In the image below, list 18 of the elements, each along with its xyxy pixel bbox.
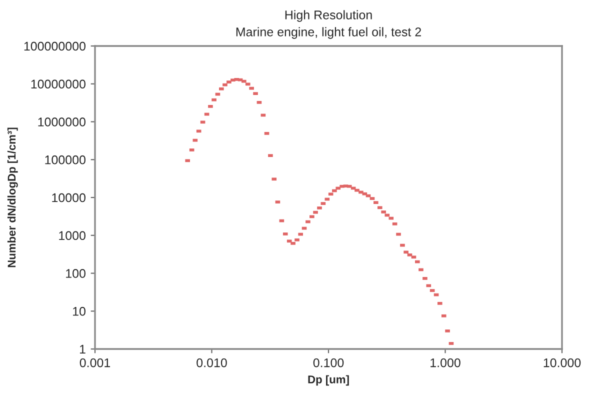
y-tick-label: 100000000 <box>24 42 86 51</box>
x-tick-label: 0.100 <box>313 358 344 368</box>
y-tick-label: 10 <box>73 306 86 316</box>
x-tick-label: 1.000 <box>430 358 460 368</box>
y-axis-title: Number dN/dlogDp [1/cm³] <box>7 128 18 268</box>
x-tick-label: 0.010 <box>196 358 227 368</box>
x-axis-title: Dp [um] <box>308 375 349 386</box>
chart-subtitle: Marine engine, light fuel oil, test 2 <box>236 27 421 39</box>
y-tick-label: 10000 <box>52 193 86 202</box>
y-tick-label: 10000000 <box>31 80 86 89</box>
y-tick-label: 100 <box>66 269 86 278</box>
chart-title: High Resolution <box>285 10 372 22</box>
y-tick-label: 100000 <box>45 155 86 164</box>
x-tick-label: 0.001 <box>80 358 110 368</box>
y-tick-label: 1000000 <box>38 118 86 126</box>
y-tick-label: 1000 <box>59 231 86 240</box>
x-tick-label: 10.000 <box>544 358 581 368</box>
y-tick-label: 1 <box>80 344 86 354</box>
